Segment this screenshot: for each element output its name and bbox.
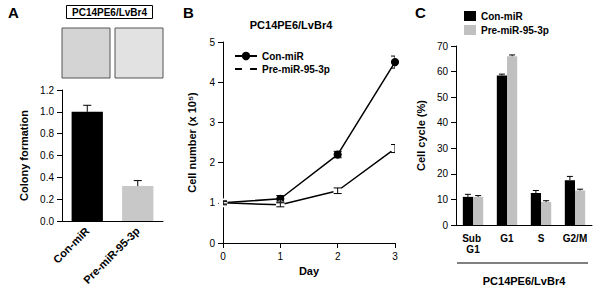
svg-text:70: 70 — [437, 41, 449, 52]
svg-text:1.2: 1.2 — [40, 85, 54, 96]
svg-text:Sub: Sub — [462, 233, 484, 244]
svg-text:30: 30 — [437, 143, 449, 154]
svg-text:S: S — [538, 233, 545, 244]
svg-text:3: 3 — [209, 117, 215, 128]
svg-text:2: 2 — [209, 157, 215, 168]
svg-text:3: 3 — [392, 251, 398, 262]
svg-text:Pre-miR-95-3p: Pre-miR-95-3p — [481, 25, 549, 36]
svg-text:1: 1 — [209, 197, 215, 208]
svg-text:0.0: 0.0 — [40, 216, 54, 227]
svg-text:PC14PE6/LvBr4: PC14PE6/LvBr4 — [250, 19, 333, 31]
svg-text:0.4: 0.4 — [40, 172, 54, 183]
svg-text:0: 0 — [220, 251, 226, 262]
svg-text:20: 20 — [437, 168, 449, 179]
svg-text:1.0: 1.0 — [40, 106, 54, 117]
svg-text:60: 60 — [437, 66, 449, 77]
svg-text:Pre-miR-95-3p: Pre-miR-95-3p — [81, 225, 142, 286]
svg-text:40: 40 — [437, 117, 449, 128]
svg-text:G2/M: G2/M — [563, 233, 587, 244]
svg-text:PC14PE6/LvBr4: PC14PE6/LvBr4 — [72, 7, 147, 18]
svg-text:4: 4 — [209, 77, 215, 88]
svg-text:Pre-miR-95-3p: Pre-miR-95-3p — [262, 64, 330, 75]
svg-text:Cell number (x 10⁵): Cell number (x 10⁵) — [186, 92, 198, 193]
svg-text:G1: G1 — [500, 233, 514, 244]
svg-text:Con-miR: Con-miR — [51, 225, 92, 266]
svg-text:Cell cycle (%): Cell cycle (%) — [415, 100, 427, 171]
svg-text:1: 1 — [278, 251, 284, 262]
svg-text:G1: G1 — [466, 244, 480, 255]
svg-text:Con-miR: Con-miR — [262, 51, 304, 62]
svg-text:Colony formation: Colony formation — [18, 110, 30, 201]
svg-text:0.8: 0.8 — [40, 128, 54, 139]
svg-text:10: 10 — [437, 194, 449, 205]
svg-text:B: B — [183, 4, 194, 21]
svg-text:2: 2 — [335, 251, 341, 262]
svg-text:0.2: 0.2 — [40, 194, 54, 205]
svg-text:0: 0 — [209, 238, 215, 249]
svg-text:A: A — [8, 4, 19, 21]
svg-text:5: 5 — [209, 37, 215, 48]
svg-text:0: 0 — [442, 220, 448, 231]
svg-text:PC14PE6/LvBr4: PC14PE6/LvBr4 — [483, 275, 566, 287]
svg-text:Con-miR: Con-miR — [481, 11, 523, 22]
svg-text:0.6: 0.6 — [40, 150, 54, 161]
svg-text:C: C — [415, 4, 426, 21]
svg-text:Day: Day — [299, 265, 320, 277]
svg-text:50: 50 — [437, 92, 449, 103]
